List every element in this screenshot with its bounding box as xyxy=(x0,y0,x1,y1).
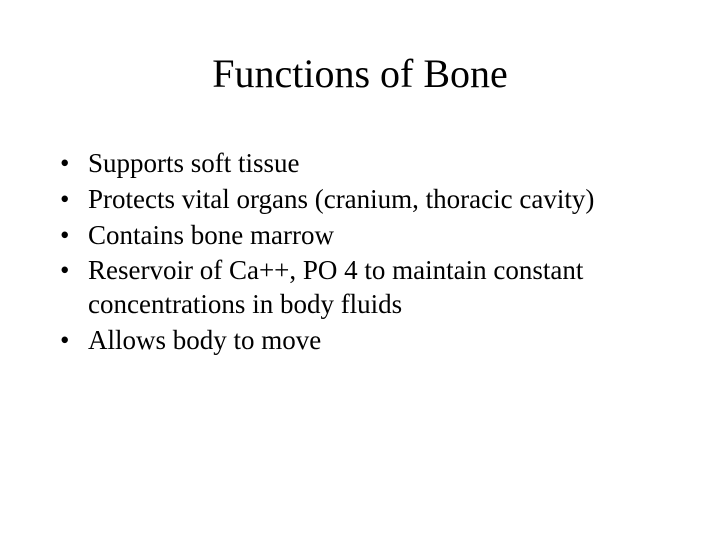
slide-container: Functions of Bone Supports soft tissue P… xyxy=(0,0,720,540)
bullet-item: Reservoir of Ca++, PO 4 to maintain cons… xyxy=(60,254,670,322)
bullet-item: Contains bone marrow xyxy=(60,219,670,253)
bullet-item: Protects vital organs (cranium, thoracic… xyxy=(60,183,670,217)
slide-title: Functions of Bone xyxy=(50,50,670,97)
bullet-item: Supports soft tissue xyxy=(60,147,670,181)
bullet-item: Allows body to move xyxy=(60,324,670,358)
bullet-list: Supports soft tissue Protects vital orga… xyxy=(50,147,670,358)
